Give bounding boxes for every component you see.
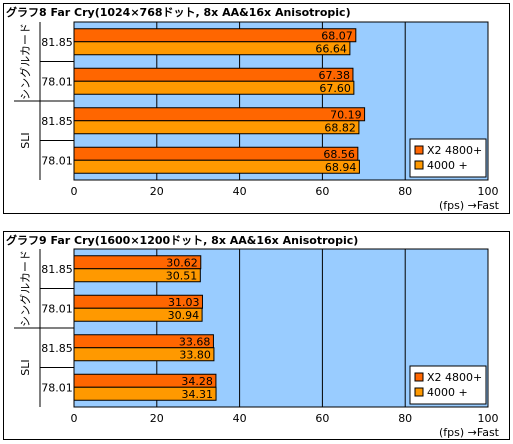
data-label: 70.19	[330, 108, 362, 121]
bar	[73, 41, 351, 56]
tick-label: 0	[71, 185, 78, 198]
data-label: 33.80	[179, 348, 211, 361]
data-label: 34.31	[182, 388, 214, 401]
data-label: 68.82	[324, 121, 356, 134]
data-label: 33.68	[179, 335, 211, 348]
data-label: 31.03	[168, 296, 200, 309]
chart-2: グラフ9 Far Cry(1600×1200ドット, 8x AA&16x Ani…	[3, 231, 510, 440]
category-label: 81.85	[41, 342, 73, 355]
bar	[73, 347, 215, 362]
group-label: SLI	[19, 359, 32, 375]
legend-label: X2 4800+	[427, 144, 482, 157]
data-label: 30.94	[168, 309, 200, 322]
data-label: 67.60	[319, 82, 351, 95]
bar	[73, 80, 355, 95]
bar	[73, 120, 360, 135]
bar	[73, 159, 360, 174]
tick-label: 0	[71, 412, 78, 425]
data-label: 68.07	[321, 29, 353, 42]
category-label: 81.85	[41, 115, 73, 128]
bar	[73, 67, 354, 82]
tick-label: 60	[315, 412, 329, 425]
tick-label: 20	[150, 412, 164, 425]
category-label: 81.85	[41, 36, 73, 49]
chart-1: グラフ8 Far Cry(1024×768ドット, 8x AA&16x Anis…	[3, 3, 510, 214]
tick-label: 100	[478, 185, 499, 198]
legend	[409, 138, 487, 178]
category-label: 78.01	[41, 154, 73, 167]
tick-label: 40	[233, 185, 247, 198]
bar	[73, 386, 217, 401]
legend-label: 4000 +	[427, 386, 468, 399]
tick-label: 40	[233, 412, 247, 425]
data-label: 68.56	[323, 148, 355, 161]
legend-label: X2 4800+	[427, 371, 482, 384]
data-label: 30.51	[166, 269, 198, 282]
bar	[73, 307, 203, 322]
x-axis-label: (fps) →Fast	[439, 199, 500, 212]
tick-label: 80	[398, 412, 412, 425]
category-label: 81.85	[41, 263, 73, 276]
group-label: シングルカード	[18, 250, 32, 327]
tick-label: 100	[478, 412, 499, 425]
category-label: 78.01	[41, 302, 73, 315]
legend-swatch	[414, 160, 424, 170]
bar	[73, 107, 366, 122]
category-label: 78.01	[41, 381, 73, 394]
data-label: 68.94	[325, 161, 357, 174]
data-label: 67.38	[318, 69, 350, 82]
data-label: 66.64	[315, 42, 347, 55]
legend-label: 4000 +	[427, 159, 468, 172]
bar	[73, 28, 357, 43]
chart-title: グラフ9 Far Cry(1600×1200ドット, 8x AA&16x Ani…	[6, 233, 358, 247]
legend-swatch	[414, 372, 424, 382]
group-label: シングルカード	[18, 23, 32, 100]
legend-swatch	[414, 145, 424, 155]
category-label: 78.01	[41, 75, 73, 88]
legend-swatch	[414, 387, 424, 397]
bar	[73, 268, 201, 283]
bar	[73, 146, 359, 161]
chart-title: グラフ8 Far Cry(1024×768ドット, 8x AA&16x Anis…	[6, 5, 351, 19]
tick-label: 60	[315, 185, 329, 198]
tick-label: 80	[398, 185, 412, 198]
data-label: 30.62	[166, 256, 198, 269]
tick-label: 20	[150, 185, 164, 198]
data-label: 34.28	[181, 375, 213, 388]
group-label: SLI	[19, 132, 32, 148]
legend	[409, 365, 487, 405]
x-axis-label: (fps) →Fast	[439, 426, 500, 439]
